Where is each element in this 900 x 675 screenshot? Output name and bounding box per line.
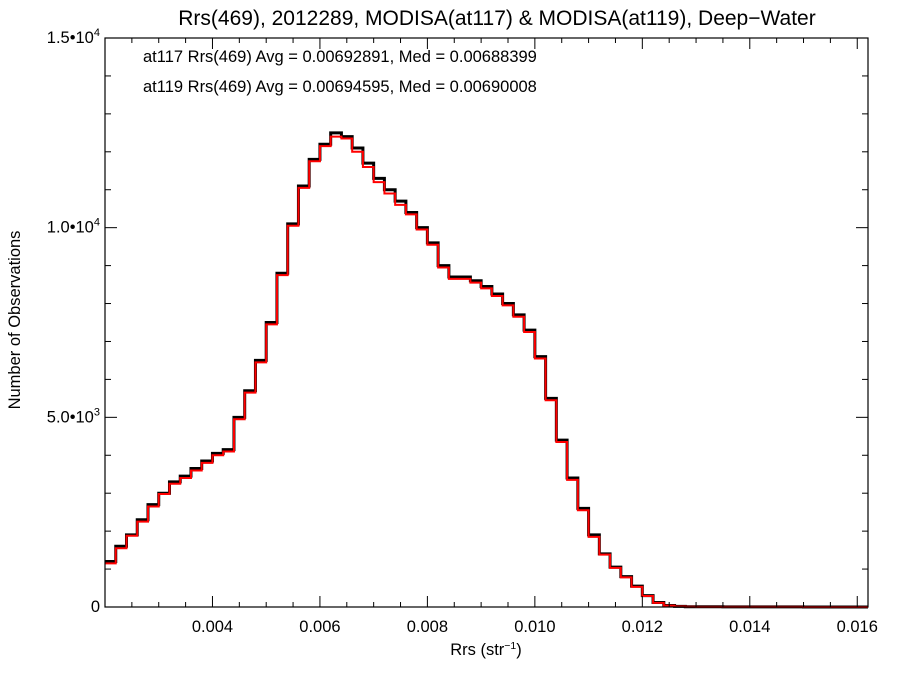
x-axis-label: Rrs (str−1) — [450, 640, 522, 659]
x-tick-label: 0.010 — [514, 618, 555, 636]
x-axis-label-main: Rrs (str — [450, 641, 505, 659]
x-tick-label: 0.016 — [837, 618, 878, 636]
y-tick-label-exponent: 4 — [94, 27, 100, 39]
y-tick-label-mantissa: 0 — [91, 598, 100, 616]
y-tick-label-mantissa: 1.0•10 — [47, 219, 94, 237]
series-layer — [105, 131, 868, 609]
annotation-at117-stats: at117 Rrs(469) Avg = 0.00692891, Med = 0… — [143, 48, 537, 66]
y-tick-label: 5.0•103 — [47, 406, 100, 426]
series-line-at119 — [105, 135, 868, 608]
x-tick-label: 0.014 — [729, 618, 770, 636]
x-axis-label-close: ) — [516, 641, 522, 659]
x-tick-label: 0.008 — [407, 618, 448, 636]
y-tick-label-mantissa: 5.0•10 — [47, 408, 94, 426]
y-axis-label: Number of Observations — [6, 231, 24, 410]
plot-frame — [104, 37, 869, 608]
y-tick-label-mantissa: 1.5•10 — [47, 29, 94, 47]
y-tick-label: 0 — [91, 598, 100, 616]
x-tick-label: 0.004 — [192, 618, 233, 636]
y-tick-label: 1.5•104 — [47, 27, 100, 47]
x-tick-label: 0.006 — [299, 618, 340, 636]
y-tick-label: 1.0•104 — [47, 217, 100, 237]
x-tick-label: 0.012 — [622, 618, 663, 636]
ticks-layer: 0.004 0.006 0.008 0.010 0.012 0.014 0.016 0 5.0•… — [47, 27, 878, 636]
annotation-at119-stats: at119 Rrs(469) Avg = 0.00694595, Med = 0… — [143, 78, 537, 96]
y-tick-label-exponent: 4 — [94, 217, 100, 229]
chart-title: Rrs(469), 2012289, MODISA(at117) & MODIS… — [178, 7, 815, 30]
x-axis-label-superscript: −1 — [504, 640, 516, 652]
y-tick-label-exponent: 3 — [94, 406, 100, 418]
